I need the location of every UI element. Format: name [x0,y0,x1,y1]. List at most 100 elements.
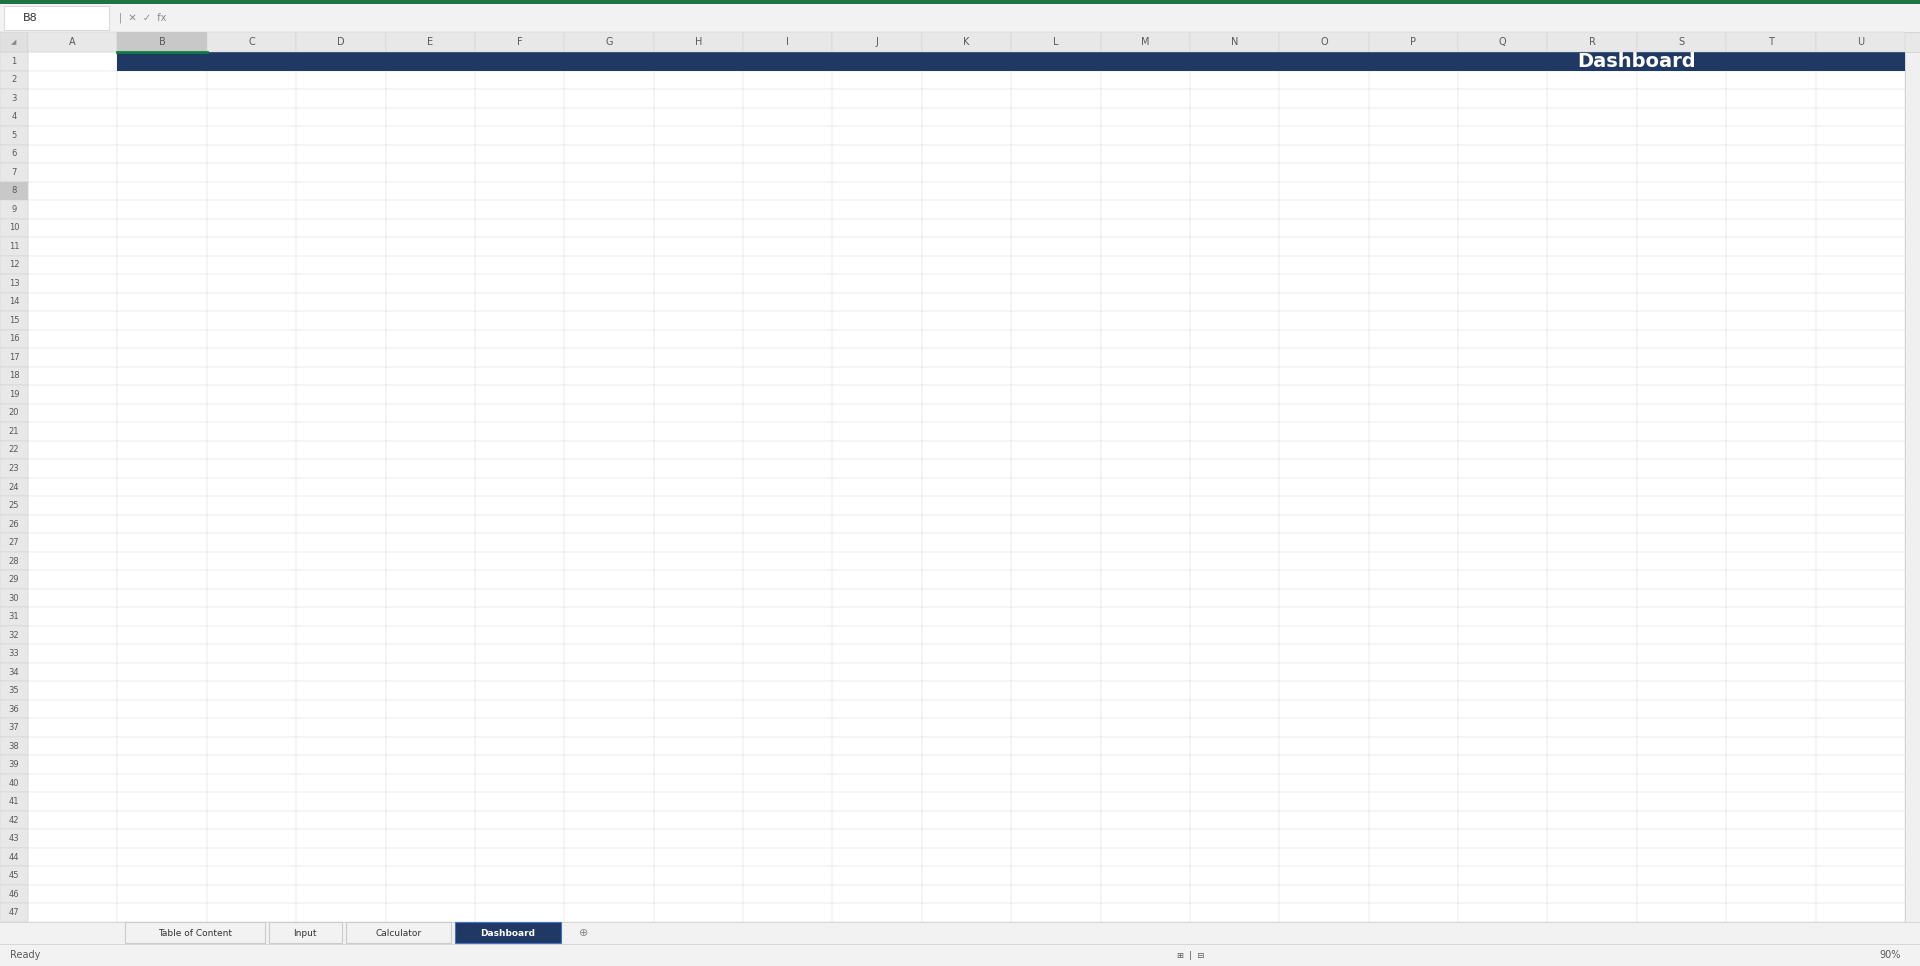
Text: 28: 28 [10,556,19,565]
Bar [123,733,405,738]
Bar [123,738,223,743]
Title: Savings vs. Investment: Savings vs. Investment [465,598,618,611]
Bar [1718,323,1736,587]
Text: 3: 3 [12,94,17,102]
Text: G: G [605,37,612,47]
Bar [1599,355,1617,587]
Text: 10: 10 [10,223,19,233]
Text: 30: 30 [10,593,19,603]
Bar [123,658,148,663]
Bar [123,671,157,676]
Bar [1789,296,1807,587]
Bar [1267,483,1284,587]
Title: Saving vs. Investment: Saving vs. Investment [1325,598,1473,611]
Bar [123,858,488,864]
Text: M: M [1140,37,1150,47]
Text: B: B [159,37,165,47]
Bar [123,853,780,858]
Bar [123,693,317,697]
Text: 34: 34 [10,668,19,676]
Text: A: A [69,37,77,47]
Text: 39: 39 [10,760,19,769]
Bar [123,826,685,832]
Text: K: K [964,37,970,47]
Bar [123,867,828,871]
Bar [123,644,140,649]
Text: 26: 26 [10,520,19,528]
Bar [363,551,382,587]
Text: 90%: 90% [1880,950,1901,960]
Text: 41: 41 [10,797,19,807]
Text: Input: Input [294,928,317,937]
Bar [1052,499,1071,587]
Bar [1764,309,1784,587]
Bar [340,553,357,587]
Bar [1123,494,1142,587]
Bar [985,668,1772,683]
Bar [1194,489,1213,587]
Bar [985,724,998,739]
Text: Ready: Ready [10,950,40,960]
Bar [1384,474,1404,587]
Bar [601,533,618,587]
Bar [123,626,194,631]
Bar [123,880,874,885]
Bar [388,550,405,587]
Text: 37: 37 [8,724,19,732]
Bar [672,527,691,587]
Bar [123,685,167,690]
Bar [292,556,311,587]
Text: 7: 7 [12,168,17,177]
Bar [411,548,428,587]
Text: 46: 46 [10,890,19,898]
Text: Dashboard: Dashboard [480,928,536,937]
Bar [123,832,417,837]
Bar [123,667,263,671]
Text: 31: 31 [10,612,19,621]
Text: After Retirement: After Retirement [1357,621,1440,632]
Bar [578,535,595,587]
Text: Calculator: Calculator [374,928,422,937]
Bar [553,537,572,587]
Bar [985,683,1091,698]
Bar [768,521,785,587]
Bar [123,706,346,711]
Bar [1457,469,1475,587]
Bar [198,563,215,587]
Bar [123,885,557,890]
Bar [1313,479,1332,587]
Text: Q: Q [1500,37,1507,47]
Text: ◢: ◢ [12,39,17,45]
Bar [123,894,922,898]
Bar [1077,497,1094,587]
Text: 33: 33 [8,649,19,658]
Bar [1100,496,1117,587]
Bar [173,565,192,587]
Text: 4: 4 [12,112,17,122]
Text: Plot Area: Plot Area [1755,213,1793,222]
Text: 45: 45 [10,871,19,880]
Text: |  ✕  ✓  fx: | ✕ ✓ fx [119,13,167,23]
Text: F: F [516,37,522,47]
Bar [1171,490,1188,587]
Bar [436,546,453,587]
Text: C: C [248,37,255,47]
Text: 25: 25 [10,501,19,510]
Text: 12: 12 [10,261,19,270]
Bar [816,517,833,587]
Bar [1480,467,1498,587]
Bar [743,523,762,587]
Text: 43: 43 [10,835,19,843]
Text: I: I [787,37,789,47]
Bar [1219,487,1236,587]
Text: 42: 42 [10,815,19,825]
Bar [1361,476,1379,587]
Text: ⊕: ⊕ [580,928,588,938]
Text: 17: 17 [10,353,19,362]
Bar [1004,502,1023,587]
Bar [123,711,192,717]
Bar [123,813,639,818]
Text: 15: 15 [10,316,19,325]
Text: 24: 24 [10,482,19,492]
Text: 16: 16 [10,334,19,344]
